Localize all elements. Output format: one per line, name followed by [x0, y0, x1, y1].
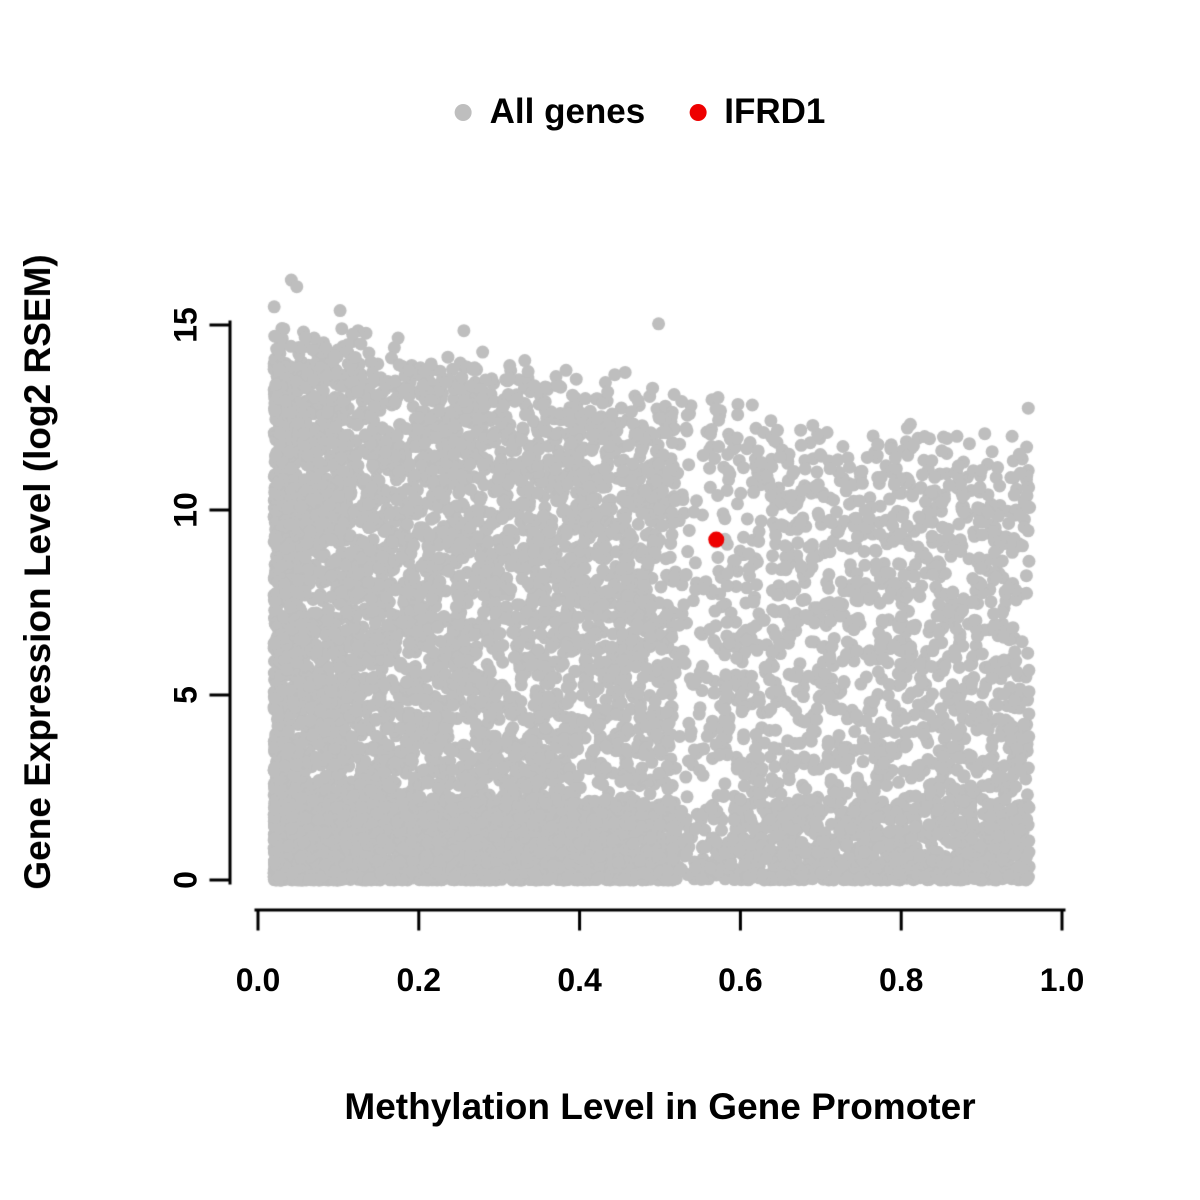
y-tick-label: 5 — [167, 686, 204, 704]
x-tick-label: 0.6 — [718, 962, 763, 998]
legend-item-ifrd1: IFRD1 — [689, 92, 825, 132]
x-axis-title: Methylation Level in Gene Promoter — [344, 1086, 976, 1127]
legend: All genes IFRD1 — [454, 92, 825, 132]
x-tick-label: 0.2 — [396, 962, 442, 998]
y-tick-label: 0 — [167, 871, 204, 889]
x-tick-label: 1.0 — [1039, 962, 1085, 998]
legend-label-ifrd1: IFRD1 — [724, 92, 826, 131]
x-tick-label: 0.0 — [235, 962, 281, 998]
y-tick-label: 10 — [167, 492, 204, 528]
y-tick-label: 15 — [167, 307, 204, 343]
legend-item-all-genes: All genes — [454, 92, 646, 132]
ifrd1-legend-dot — [689, 103, 707, 121]
legend-label-all-genes: All genes — [489, 92, 646, 131]
all-genes-legend-dot — [454, 103, 472, 121]
x-tick-label: 0.8 — [878, 962, 924, 998]
y-axis-title: Gene Expression Level (log2 RSEM) — [17, 254, 58, 890]
x-tick-label: 0.4 — [557, 962, 602, 998]
